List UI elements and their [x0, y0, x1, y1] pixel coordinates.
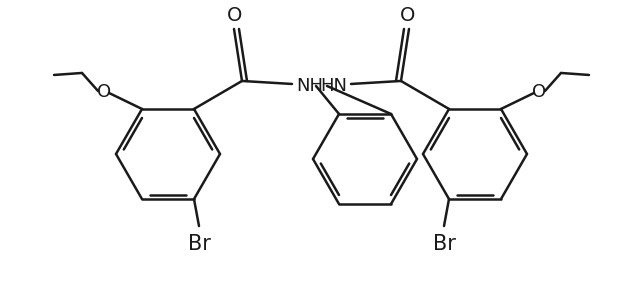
Text: O: O — [400, 6, 416, 25]
Text: Br: Br — [188, 234, 211, 254]
Text: NH: NH — [296, 77, 323, 95]
Text: O: O — [227, 6, 243, 25]
Text: O: O — [532, 83, 546, 101]
Text: HN: HN — [320, 77, 347, 95]
Text: Br: Br — [433, 234, 456, 254]
Text: O: O — [97, 83, 111, 101]
